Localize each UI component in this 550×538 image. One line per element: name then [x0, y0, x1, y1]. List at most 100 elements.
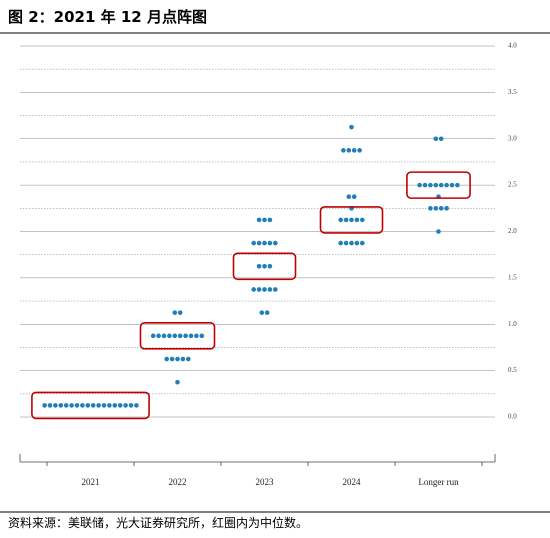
y-tick-label: 3.5	[508, 88, 517, 96]
dot	[161, 333, 167, 339]
dot	[267, 240, 273, 246]
dot	[351, 194, 357, 200]
dot	[180, 356, 186, 362]
y-tick-label: 0.0	[508, 413, 517, 421]
y-tick-label: 2.5	[508, 181, 517, 189]
dot	[351, 148, 357, 153]
dot	[47, 403, 53, 408]
median-box	[232, 252, 297, 281]
dot	[251, 240, 256, 246]
dot	[199, 333, 205, 339]
dot	[444, 206, 449, 211]
median-box	[139, 322, 216, 350]
dot	[186, 356, 191, 362]
dot	[360, 240, 365, 246]
dot	[172, 333, 178, 339]
median-box	[319, 206, 384, 234]
dot	[343, 240, 349, 246]
dot	[96, 403, 101, 408]
dot	[63, 403, 69, 408]
dot	[112, 403, 118, 408]
dot	[177, 333, 183, 339]
dot	[69, 403, 74, 408]
x-tick-label: Longer run	[418, 477, 459, 487]
y-tick-label: 4.0	[508, 42, 517, 50]
dot	[433, 182, 439, 188]
dot	[346, 148, 352, 153]
dot	[455, 182, 460, 188]
median-box	[406, 171, 471, 199]
dot	[444, 182, 449, 188]
dot	[349, 217, 354, 223]
dot	[349, 124, 354, 130]
dot	[267, 263, 273, 269]
x-tick-label: 2021	[82, 477, 100, 487]
dot	[346, 194, 352, 200]
dot	[123, 403, 128, 408]
dot	[169, 356, 175, 362]
dot	[262, 240, 267, 246]
dot	[273, 240, 278, 246]
dot	[42, 403, 47, 408]
dot	[259, 310, 265, 315]
dot	[107, 403, 112, 408]
dot	[354, 217, 360, 223]
dot	[183, 333, 188, 339]
y-tick-label: 0.5	[508, 366, 517, 374]
x-tick-label: 2022	[169, 477, 187, 487]
dot	[438, 206, 444, 211]
dot	[74, 403, 80, 408]
dot	[436, 229, 441, 234]
dot	[177, 310, 183, 315]
dot	[422, 182, 428, 188]
dot	[256, 217, 262, 223]
dot	[262, 287, 267, 292]
dot	[175, 379, 180, 385]
dot	[264, 310, 270, 315]
dot	[117, 403, 123, 408]
chart-title: 图 2：2021 年 12 月点阵图	[8, 8, 207, 26]
dot	[417, 182, 422, 188]
y-tick-label: 3.0	[508, 134, 517, 142]
dot	[262, 217, 267, 223]
dot	[256, 263, 262, 269]
dot	[164, 356, 169, 362]
dot	[433, 136, 439, 142]
dot	[349, 240, 354, 246]
dot	[267, 287, 273, 292]
y-tick-label: 1.5	[508, 273, 517, 281]
median-box	[31, 391, 150, 420]
dot	[80, 403, 85, 408]
dot	[433, 206, 439, 211]
dot	[438, 136, 444, 142]
source-note: 资料来源：美联储，光大证券研究所，红圈内为中位数。	[8, 515, 308, 530]
dot	[338, 240, 344, 246]
dot	[267, 217, 273, 223]
dot	[85, 403, 91, 408]
dot	[134, 403, 139, 408]
dot	[251, 287, 256, 292]
dot	[150, 333, 156, 339]
dot	[53, 403, 58, 408]
x-tick-label: 2024	[343, 477, 362, 487]
dot	[343, 217, 349, 223]
dot	[273, 287, 278, 292]
dot	[90, 403, 96, 408]
dot	[58, 403, 64, 408]
dot	[357, 148, 362, 153]
x-tick-label: 2023	[256, 477, 275, 487]
dot	[167, 333, 172, 339]
dot	[256, 240, 262, 246]
dot	[354, 240, 360, 246]
dot	[428, 206, 433, 211]
dot	[156, 333, 161, 339]
dot	[256, 287, 262, 292]
dot	[101, 403, 107, 408]
dot	[360, 217, 365, 223]
dot	[128, 403, 134, 408]
dot	[262, 263, 267, 269]
dot	[341, 148, 346, 153]
dot	[449, 182, 455, 188]
y-tick-label: 1.0	[508, 320, 517, 328]
